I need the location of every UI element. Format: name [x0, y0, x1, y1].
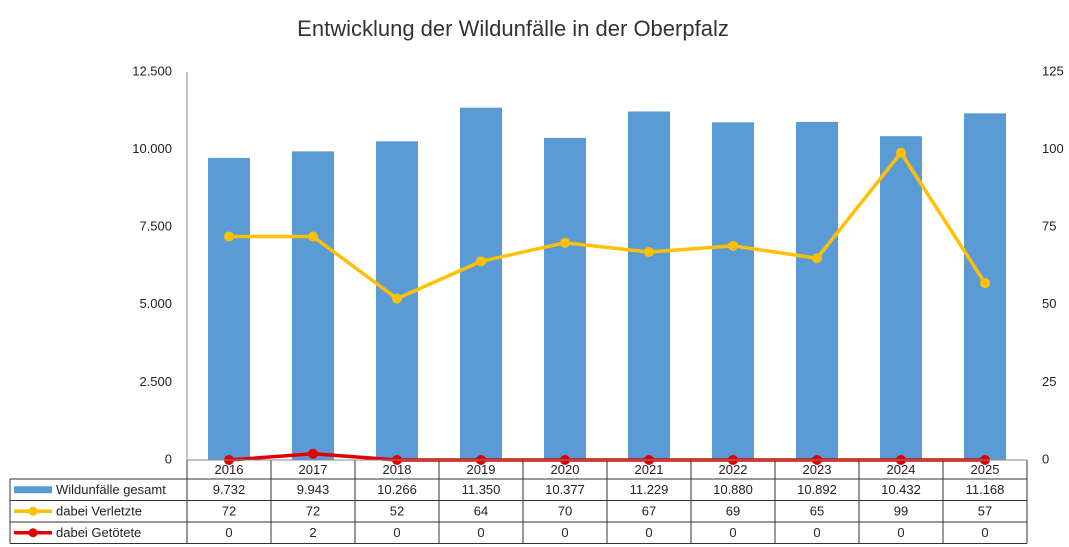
table-cell: 11.350	[462, 482, 501, 497]
bar	[712, 122, 754, 461]
table-cell: 0	[729, 525, 736, 540]
table-cell: 10.880	[713, 482, 753, 497]
table-cell: 69	[726, 504, 740, 519]
table-cell: 0	[645, 525, 652, 540]
x-tick-label: 2023	[803, 462, 832, 477]
x-tick-label: 2022	[719, 462, 748, 477]
table-cell: 99	[894, 504, 908, 519]
table-cell: 0	[477, 525, 484, 540]
line-marker	[224, 231, 234, 242]
line	[229, 150, 987, 301]
table-cell: 11.168	[966, 482, 1005, 497]
x-tick-label: 2016	[215, 462, 244, 477]
table-cell: 0	[981, 525, 988, 540]
y2-tick-label: 75	[1042, 219, 1056, 234]
legend-key	[14, 486, 52, 494]
x-tick-label: 2018	[383, 462, 412, 477]
legend-label: Wildunfälle gesamt	[56, 482, 166, 497]
y2-tick-label: 0	[1042, 451, 1049, 466]
legend-label: dabei Getötete	[56, 525, 141, 540]
line-marker	[560, 237, 570, 248]
y-tick-label: 10.000	[132, 141, 172, 156]
line	[228, 452, 985, 462]
table-cell: 0	[561, 525, 568, 540]
y-tick-label: 5.000	[139, 296, 172, 311]
y2-tick-label: 125	[1042, 63, 1064, 78]
bar	[544, 137, 586, 460]
line-marker	[812, 253, 822, 264]
bar	[292, 151, 334, 461]
table-cell: 2	[309, 525, 316, 540]
line-marker	[644, 247, 654, 258]
line-marker	[896, 147, 906, 158]
y-tick-label: 7.500	[139, 219, 172, 234]
bar	[628, 111, 670, 460]
x-tick-label: 2017	[299, 462, 328, 477]
y-tick-label: 12.500	[132, 63, 172, 78]
table-cell: 67	[642, 504, 656, 519]
legend-key-marker	[28, 506, 38, 516]
table-cell: 65	[810, 504, 824, 519]
table-cell: 52	[390, 504, 404, 519]
y-tick-label: 2.500	[139, 374, 172, 389]
x-tick-label: 2020	[551, 462, 580, 477]
table-cell: 0	[897, 525, 904, 540]
table-cell: 0	[393, 525, 400, 540]
x-tick-label: 2021	[635, 462, 664, 477]
line-marker	[980, 278, 990, 289]
y2-tick-label: 25	[1042, 374, 1056, 389]
y2-tick-label: 100	[1042, 141, 1064, 156]
line-marker	[392, 293, 402, 304]
table-cell: 9.943	[297, 482, 330, 497]
table-cell: 64	[474, 504, 488, 519]
x-tick-label: 2019	[467, 462, 496, 477]
table-cell: 10.377	[545, 482, 585, 497]
legend-label: dabei Verletzte	[56, 504, 142, 519]
chart-title: Entwicklung der Wildunfälle in der Oberp…	[297, 16, 729, 41]
table-cell: 70	[558, 504, 572, 519]
bar	[796, 121, 838, 460]
bar	[208, 157, 250, 461]
x-tick-label: 2025	[971, 462, 1000, 477]
x-tick-label: 2024	[887, 462, 916, 477]
legend-key-marker	[28, 528, 38, 538]
bar	[880, 136, 922, 460]
table-cell: 10.266	[377, 482, 417, 497]
table-cell: 10.432	[881, 482, 921, 497]
line-marker	[308, 448, 318, 459]
line-marker	[476, 256, 486, 267]
table-cell: 57	[978, 504, 992, 519]
y2-tick-label: 50	[1042, 296, 1056, 311]
table-cell: 10.892	[797, 482, 837, 497]
table-cell: 11.229	[630, 482, 669, 497]
line-marker	[728, 240, 738, 251]
table-cell: 0	[813, 525, 820, 540]
table-cell: 0	[225, 525, 232, 540]
bar	[460, 107, 502, 461]
y-tick-label: 0	[165, 451, 172, 466]
table-cell: 72	[306, 504, 320, 519]
table-cell: 9.732	[213, 482, 246, 497]
table-cell: 72	[222, 504, 236, 519]
line-marker	[308, 231, 318, 242]
